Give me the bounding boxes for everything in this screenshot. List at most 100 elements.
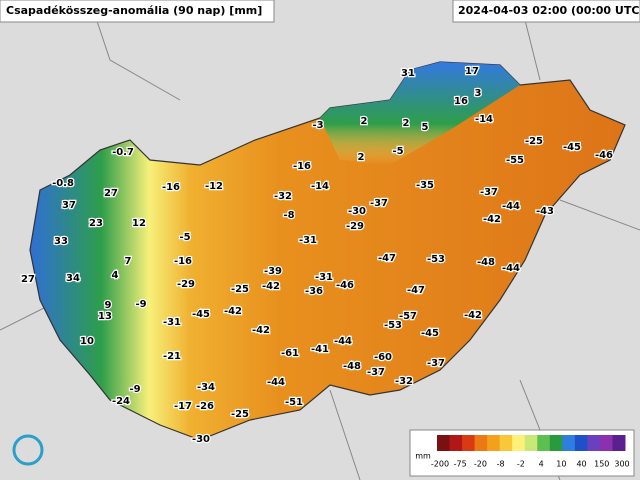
- station-value: -9: [129, 384, 140, 395]
- legend-label: 150: [594, 460, 609, 469]
- station-value: -43: [536, 206, 554, 217]
- station-value: -44: [334, 336, 352, 347]
- station-value: 2: [358, 152, 365, 163]
- station-value: -36: [305, 286, 323, 297]
- legend-swatch: [474, 435, 488, 451]
- station-value: -42: [224, 306, 242, 317]
- legend-swatch: [537, 435, 551, 451]
- station-value: 12: [132, 218, 146, 229]
- legend-swatch: [449, 435, 463, 451]
- station-value: -16: [162, 182, 180, 193]
- station-value: -35: [416, 180, 434, 191]
- legend-label: 40: [576, 460, 586, 469]
- legend-swatch: [512, 435, 526, 451]
- station-value: -16: [174, 256, 192, 267]
- timestamp: 2024-04-03 02:00 (00:00 UTC): [458, 4, 640, 17]
- station-value: -16: [293, 161, 311, 172]
- legend-swatch: [599, 435, 613, 451]
- station-value: -32: [274, 191, 292, 202]
- legend-swatch: [562, 435, 576, 451]
- station-value: -44: [502, 263, 520, 274]
- station-value: -55: [506, 155, 524, 166]
- station-value: -44: [502, 201, 520, 212]
- station-value: -42: [262, 281, 280, 292]
- time-box: [452, 0, 640, 23]
- legend-label: 4: [539, 460, 544, 469]
- legend-swatch: [499, 435, 513, 451]
- station-value: -48: [343, 361, 361, 372]
- station-value: -21: [163, 351, 181, 362]
- station-value: -46: [336, 280, 354, 291]
- station-value: -12: [205, 181, 223, 192]
- legend-label: -2: [517, 460, 525, 469]
- title: Csapadékösszeg-anomália (90 nap) [mm]: [6, 4, 262, 17]
- station-value: 13: [98, 311, 112, 322]
- station-value: -14: [311, 181, 329, 192]
- station-value: -47: [407, 285, 425, 296]
- station-value: -37: [480, 187, 498, 198]
- station-value: -24: [112, 396, 130, 407]
- station-value: -31: [315, 272, 333, 283]
- station-value: -30: [192, 434, 210, 445]
- title-box: [0, 0, 275, 23]
- station-value: 23: [89, 218, 103, 229]
- legend-swatch: [524, 435, 538, 451]
- station-value: 2: [403, 118, 410, 129]
- station-value: -25: [231, 409, 249, 420]
- station-value: -8: [283, 210, 294, 221]
- station-value: -61: [281, 348, 299, 359]
- station-value: -46: [595, 150, 613, 161]
- legend-label: -75: [454, 460, 467, 469]
- station-value: -32: [395, 376, 413, 387]
- station-value: 16: [454, 96, 468, 107]
- station-value: 37: [62, 200, 76, 211]
- station-value: 3: [475, 88, 482, 99]
- station-value: -45: [563, 142, 581, 153]
- station-value: -41: [311, 344, 329, 355]
- legend-label: 10: [556, 460, 566, 469]
- legend-swatch: [587, 435, 601, 451]
- station-value: -53: [384, 320, 402, 331]
- legend: -200 -75 -20 -8 -2 4 10 40 150 300: [431, 435, 630, 469]
- station-value: -47: [378, 253, 396, 264]
- station-value: -5: [179, 232, 190, 243]
- legend-swatch: [549, 435, 563, 451]
- station-value: -44: [267, 377, 285, 388]
- station-value: -37: [370, 198, 388, 209]
- station-value: 34: [66, 273, 80, 284]
- station-value: 7: [125, 256, 132, 267]
- station-value: -34: [197, 382, 215, 393]
- station-value: -37: [367, 367, 385, 378]
- station-value: -37: [427, 358, 445, 369]
- station-value: -30: [348, 206, 366, 217]
- station-value: -45: [421, 328, 439, 339]
- station-value: -45: [192, 309, 210, 320]
- logo: [12, 434, 44, 466]
- legend-swatch: [574, 435, 588, 451]
- station-value: 5: [422, 122, 429, 133]
- station-value: -57: [399, 311, 417, 322]
- station-value: 31: [401, 68, 415, 79]
- station-value: -26: [196, 401, 214, 412]
- legend-label: -20: [474, 460, 487, 469]
- station-value: -25: [525, 136, 543, 147]
- legend-swatch: [462, 435, 476, 451]
- station-value: 33: [54, 236, 68, 247]
- station-value: -48: [477, 257, 495, 268]
- station-value: -39: [264, 266, 282, 277]
- station-value: -14: [475, 114, 493, 125]
- legend-label: -8: [497, 460, 505, 469]
- station-value: -3: [312, 120, 323, 131]
- station-value: 17: [465, 66, 479, 77]
- station-value: -53: [427, 254, 445, 265]
- legend-swatch: [487, 435, 501, 451]
- legend-label: -200: [431, 460, 449, 469]
- station-value: -29: [177, 279, 195, 290]
- station-value: -60: [374, 352, 392, 363]
- legend-swatch: [437, 435, 451, 451]
- station-value: 10: [80, 336, 94, 347]
- station-value: 9: [105, 300, 112, 311]
- legend-label: 300: [614, 460, 629, 469]
